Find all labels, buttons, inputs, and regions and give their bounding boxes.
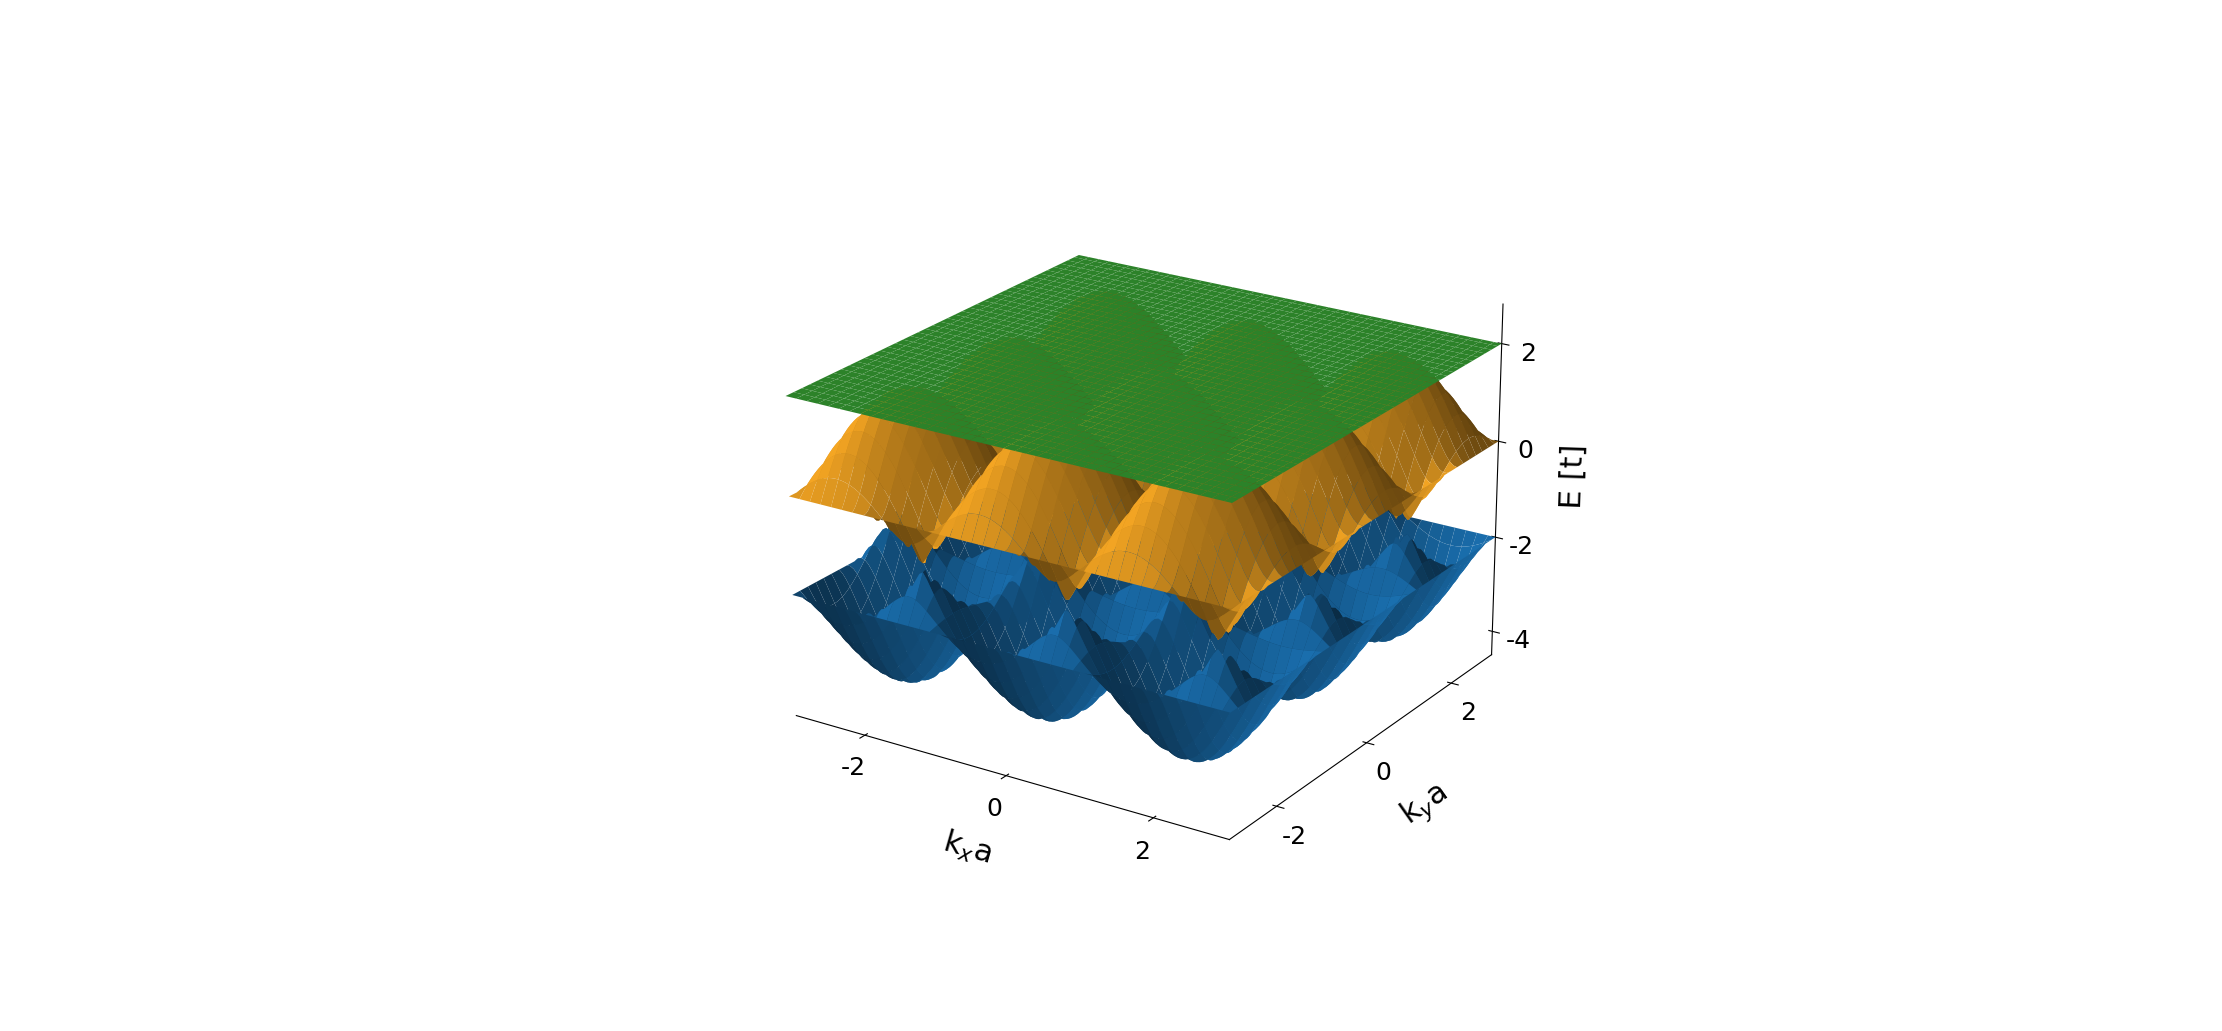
Y-axis label: k$_y$a: k$_y$a (1393, 776, 1455, 834)
X-axis label: k$_x$a: k$_x$a (940, 826, 995, 870)
